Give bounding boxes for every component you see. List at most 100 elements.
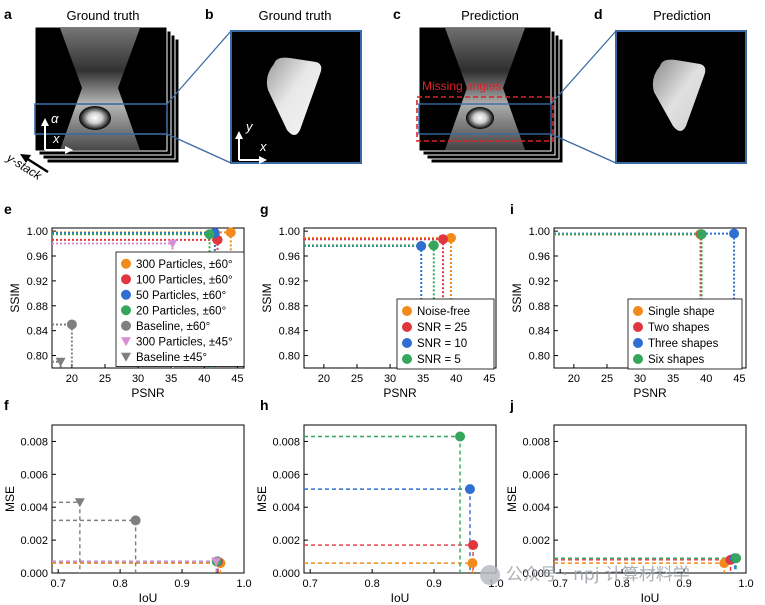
x-tick-label: 40 [450, 373, 462, 385]
x-tick-label: 40 [198, 373, 210, 385]
y-tick-label: 0.92 [279, 276, 300, 288]
y-tick-label: 0.006 [272, 469, 300, 481]
y-axis-label: MSE [3, 486, 17, 512]
panel-letter: g [260, 201, 269, 217]
y-tick-label: 0.92 [27, 276, 48, 288]
y-tick-label: 0.008 [272, 436, 300, 448]
axis-y-label: y [245, 119, 254, 134]
x-axis-label: PSNR [633, 386, 667, 400]
panel-letter: d [594, 6, 603, 22]
legend-marker [121, 305, 131, 316]
axis-x-label: x [259, 139, 267, 154]
data-point [731, 553, 742, 564]
x-tick-label: 0.8 [364, 578, 379, 590]
y-tick-label: 0.84 [27, 326, 48, 338]
legend-label: SNR = 25 [417, 322, 467, 334]
panel-letter: j [509, 397, 514, 413]
stack-arrow-icon [20, 154, 49, 174]
y-tick-label: 0.80 [279, 351, 300, 363]
y-tick-label: 0.000 [522, 568, 550, 580]
data-point [464, 484, 475, 495]
x-axis-label: PSNR [131, 386, 165, 400]
x-tick-label: 0.7 [51, 578, 66, 590]
legend-marker [633, 322, 643, 332]
y-tick-label: 0.006 [522, 469, 550, 481]
legend-box [627, 298, 743, 370]
plot-frame [303, 424, 497, 574]
axis-x-label: x [52, 131, 60, 146]
legend-label: 300 Particles, ±60° [136, 259, 233, 271]
legend-marker [633, 338, 643, 348]
y-tick-label: 0.84 [279, 326, 300, 338]
x-tick-label: 25 [351, 373, 363, 385]
data-point [130, 515, 141, 526]
x-tick-label: 25 [601, 373, 613, 385]
legend-marker [402, 354, 412, 364]
data-point-triangle [211, 557, 222, 567]
x-axis-label: IoU [139, 591, 158, 605]
data-point [428, 240, 439, 251]
legend-label: SNR = 5 [417, 354, 461, 366]
legend-label: Single shape [648, 306, 715, 318]
legend-label: 50 Particles, ±60° [136, 290, 226, 302]
panel-letter: b [205, 6, 214, 22]
legend-marker [121, 320, 131, 331]
x-tick-label: 35 [417, 373, 429, 385]
legend-label: Three shapes [648, 338, 719, 350]
y-tick-label: 0.96 [529, 251, 550, 263]
y-axis-label: SSIM [510, 283, 524, 312]
y-tick-label: 0.000 [272, 568, 300, 580]
wechat-icon [480, 565, 500, 585]
data-point-triangle [167, 239, 178, 249]
y-tick-label: 0.004 [20, 502, 48, 514]
y-axis-label: MSE [255, 486, 269, 512]
plot-frame [51, 424, 245, 574]
panel-d: d Prediction [594, 6, 747, 164]
legend-label: SNR = 10 [417, 338, 467, 350]
panel-c: c Prediction Missing angles [393, 6, 564, 164]
data-point [468, 540, 479, 551]
y-tick-label: 0.96 [27, 251, 48, 263]
image-stack [34, 26, 180, 164]
data-point [696, 229, 707, 240]
zoom-connector-c [550, 30, 617, 164]
data-point [225, 227, 236, 238]
y-tick-label: 0.92 [529, 276, 550, 288]
y-tick-label: 0.80 [529, 351, 550, 363]
legend-marker [121, 274, 131, 285]
x-tick-label: 35 [165, 373, 177, 385]
y-tick-label: 0.000 [20, 568, 48, 580]
legend-label: Two shapes [648, 322, 710, 334]
data-point [455, 431, 466, 442]
x-tick-label: 0.8 [614, 578, 629, 590]
panel-letter: h [260, 397, 269, 413]
data-point [467, 558, 478, 569]
legend-marker [402, 322, 412, 332]
axis-arrows [41, 118, 73, 154]
x-tick-label: 45 [483, 373, 495, 385]
legend-box [396, 298, 495, 370]
y-tick-label: 0.008 [20, 436, 48, 448]
panel-title: Ground truth [259, 8, 332, 23]
chart-h: h 0.7 0.8 0.9 1.00.0000.0020.0040.0060.008I… [255, 397, 504, 605]
y-tick-label: 0.84 [529, 326, 550, 338]
y-tick-label: 0.008 [522, 436, 550, 448]
x-tick-label: 20 [66, 373, 78, 385]
x-tick-label: 40 [700, 373, 712, 385]
x-axis-label: IoU [641, 591, 660, 605]
legend-label: Baseline ±45° [136, 352, 207, 364]
x-tick-label: 0.9 [174, 578, 189, 590]
y-tick-label: 0.80 [27, 351, 48, 363]
plot-frame [553, 424, 747, 574]
data-point-triangle [55, 357, 66, 367]
axis-alpha-label: α [51, 111, 59, 126]
x-tick-label: 0.8 [112, 578, 127, 590]
y-tick-label: 0.004 [272, 502, 300, 514]
y-tick-label: 1.00 [529, 226, 550, 238]
legend-marker [402, 306, 412, 316]
x-tick-label: 0.7 [553, 578, 568, 590]
x-tick-label: 0.9 [426, 578, 441, 590]
legend-marker [633, 354, 643, 364]
y-tick-label: 1.00 [279, 226, 300, 238]
chart-g: g 20 25 30 35 40 45 0.80 0.84 0.88 0.92 0.96 1.00 PS… [260, 201, 497, 400]
